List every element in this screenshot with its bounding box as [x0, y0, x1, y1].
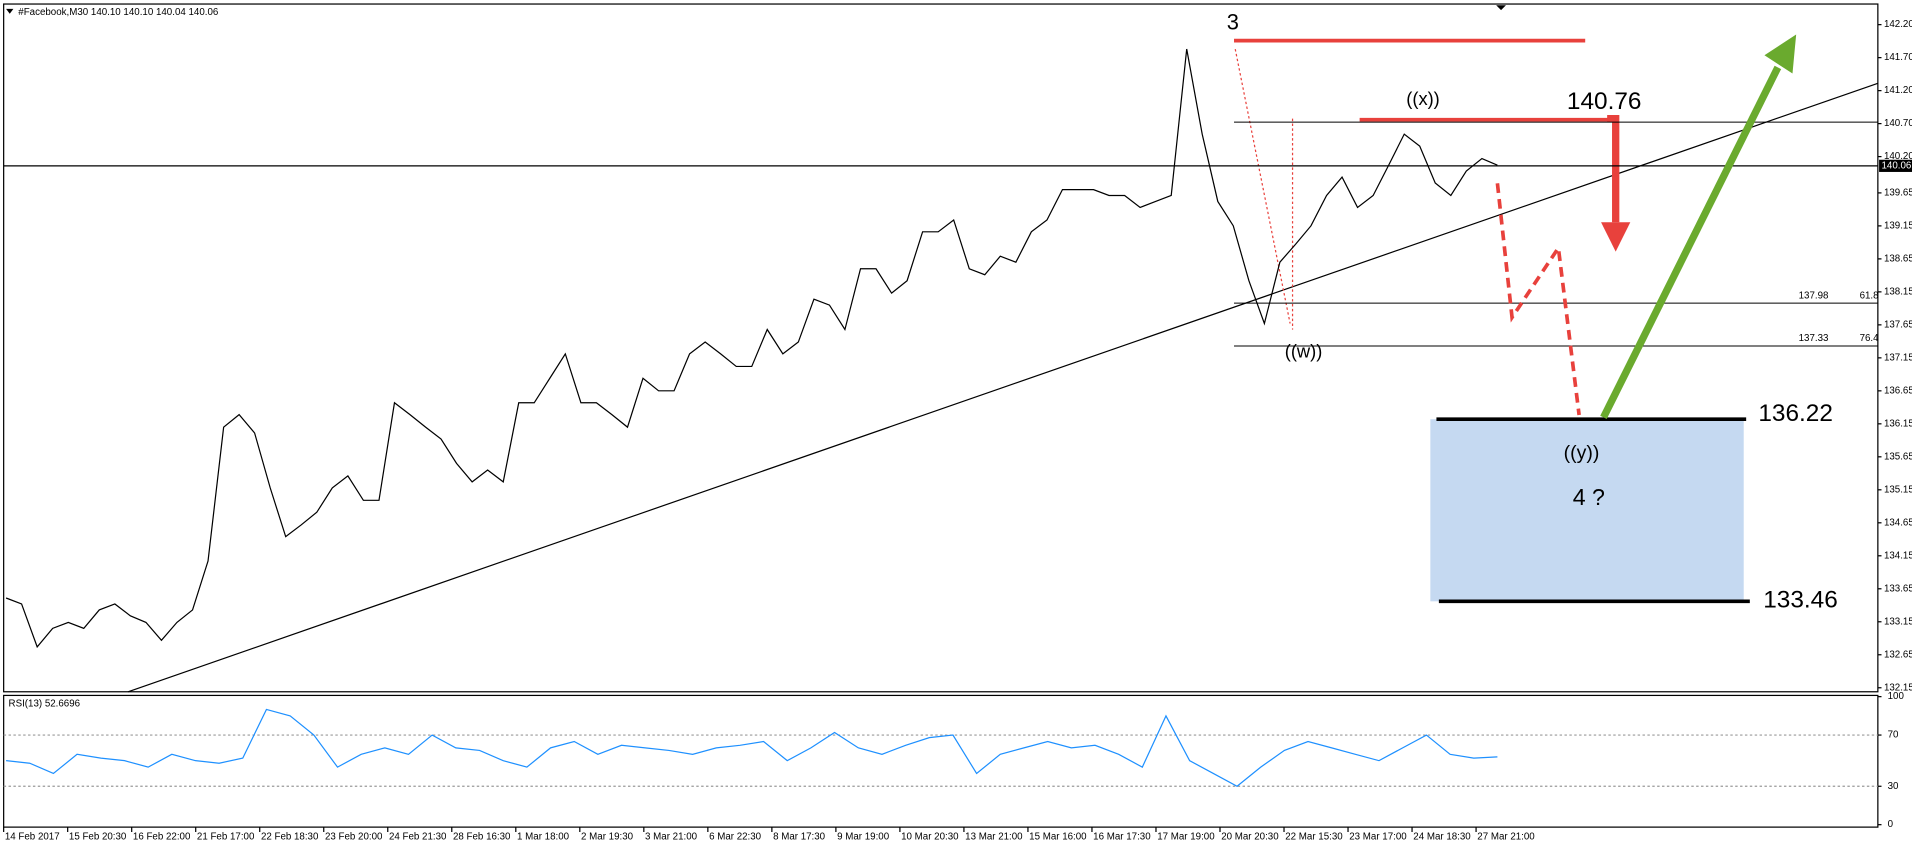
y-tick-label: 142.20 — [1884, 19, 1912, 30]
last-price-box — [1879, 159, 1912, 172]
y-tick-label: 141.20 — [1884, 85, 1912, 96]
y-tick-label: 137.65 — [1884, 319, 1912, 330]
y-tick-label: 134.15 — [1884, 550, 1912, 561]
x-tick-label: 9 Mar 19:00 — [837, 831, 890, 842]
fib-price: 137.98 — [1799, 290, 1829, 301]
x-tick-label: 10 Mar 20:30 — [901, 831, 959, 842]
y-tick-label: 30 — [1888, 781, 1899, 792]
x-tick-label: 16 Mar 17:30 — [1093, 831, 1151, 842]
x-tick-label: 14 Feb 2017 — [5, 831, 60, 842]
level-label: 133.46 — [1763, 587, 1838, 614]
y-tick-label: 136.65 — [1884, 385, 1912, 396]
target-zone — [1430, 419, 1744, 602]
y-tick-label: 138.15 — [1884, 286, 1912, 297]
y-tick-label: 136.15 — [1884, 418, 1912, 429]
wave-label: 3 — [1227, 9, 1239, 34]
y-tick-label: 139.65 — [1884, 187, 1912, 198]
y-tick-label: 100 — [1888, 691, 1905, 702]
y-tick-label: 137.15 — [1884, 352, 1912, 363]
y-tick-label: 132.65 — [1884, 649, 1912, 660]
level-label: 136.22 — [1758, 400, 1833, 427]
x-tick-label: 3 Mar 21:00 — [645, 831, 698, 842]
green-arrow — [1600, 65, 1782, 420]
x-tick-label: 22 Feb 18:30 — [261, 831, 319, 842]
series-line — [6, 708, 1498, 787]
green-arrow-head — [1764, 34, 1797, 74]
y-tick-label: 139.15 — [1884, 220, 1912, 231]
x-tick-label: 24 Feb 21:30 — [389, 831, 447, 842]
y-tick-label: 134.65 — [1884, 517, 1912, 528]
x-tick-label: 1 Mar 18:00 — [517, 831, 570, 842]
menu-arrow — [6, 8, 14, 14]
wave-label: ((y)) — [1564, 442, 1600, 464]
wave-label: 4 ? — [1573, 484, 1605, 510]
y-tick-label: 132.15 — [1884, 682, 1912, 693]
x-tick-label: 22 Mar 15:30 — [1285, 831, 1343, 842]
y-tick-label: 135.15 — [1884, 484, 1912, 495]
y-tick-label: 141.70 — [1884, 52, 1912, 63]
red-arrow-head — [1601, 222, 1631, 252]
x-tick-label: 17 Mar 19:00 — [1157, 831, 1215, 842]
y-tick-label: 140.70 — [1884, 118, 1912, 129]
y-tick-label: 138.65 — [1884, 253, 1912, 264]
x-tick-label: 24 Mar 18:30 — [1413, 831, 1471, 842]
y-tick-label: 140.20 — [1884, 151, 1912, 162]
x-tick-label: 23 Mar 17:00 — [1349, 831, 1407, 842]
main-panel — [3, 3, 1879, 693]
level-label: 140.76 — [1567, 88, 1642, 115]
x-tick-label: 27 Mar 21:00 — [1477, 831, 1535, 842]
x-tick-label: 16 Feb 22:00 — [133, 831, 191, 842]
marker — [1496, 5, 1506, 11]
projected-path — [1495, 183, 1581, 416]
y-tick-label: 133.65 — [1884, 583, 1912, 594]
trend-line — [127, 82, 1879, 693]
fib-ratio: 61.8 — [1860, 290, 1879, 301]
fib-ratio: 76.4 — [1860, 333, 1880, 344]
x-tick-label: 21 Feb 17:00 — [197, 831, 255, 842]
wave-label: ((x)) — [1406, 88, 1440, 109]
symbol-header: #Facebook,M30 140.10 140.10 140.04 140.0… — [18, 7, 218, 18]
y-tick-label: 70 — [1888, 730, 1899, 741]
x-tick-label: 8 Mar 17:30 — [773, 831, 826, 842]
series-line — [5, 48, 1498, 649]
x-tick-label: 13 Mar 21:00 — [965, 831, 1023, 842]
rsi-header: RSI(13) 52.6696 — [9, 699, 81, 710]
last-price-label: 140.06 — [1882, 160, 1912, 171]
y-tick-label: 135.65 — [1884, 451, 1912, 462]
x-tick-label: 2 Mar 19:30 — [581, 831, 634, 842]
x-tick-label: 15 Feb 20:30 — [69, 831, 127, 842]
x-tick-label: 20 Mar 20:30 — [1221, 831, 1279, 842]
rsi-panel — [3, 694, 1879, 828]
fib-price: 137.33 — [1799, 333, 1829, 344]
y-tick-label: 0 — [1888, 819, 1894, 830]
x-tick-label: 23 Feb 20:00 — [325, 831, 383, 842]
y-tick-label: 133.15 — [1884, 616, 1912, 627]
x-tick-label: 6 Mar 22:30 — [709, 831, 762, 842]
x-tick-label: 15 Mar 16:00 — [1029, 831, 1087, 842]
wave-label: ((w)) — [1285, 341, 1323, 362]
x-tick-label: 28 Feb 16:30 — [453, 831, 511, 842]
